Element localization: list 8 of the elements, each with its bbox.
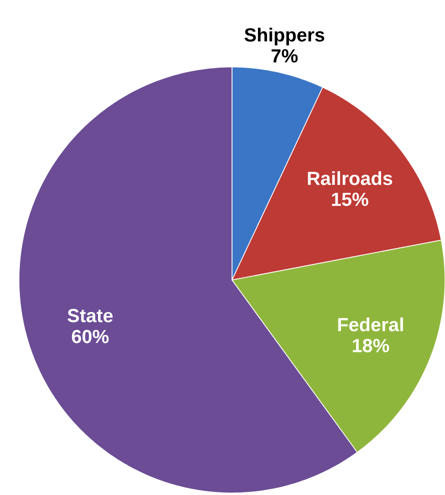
slice-label: Shippers [244,28,324,46]
slice-label: State [68,308,113,322]
slice-label: Federal [338,317,403,332]
slice-label: Railroads [308,171,392,186]
data-label: 15% [332,192,368,206]
data-label: 7% [272,49,298,62]
data-label: 18% [352,338,390,352]
data-label: 60% [72,330,109,344]
